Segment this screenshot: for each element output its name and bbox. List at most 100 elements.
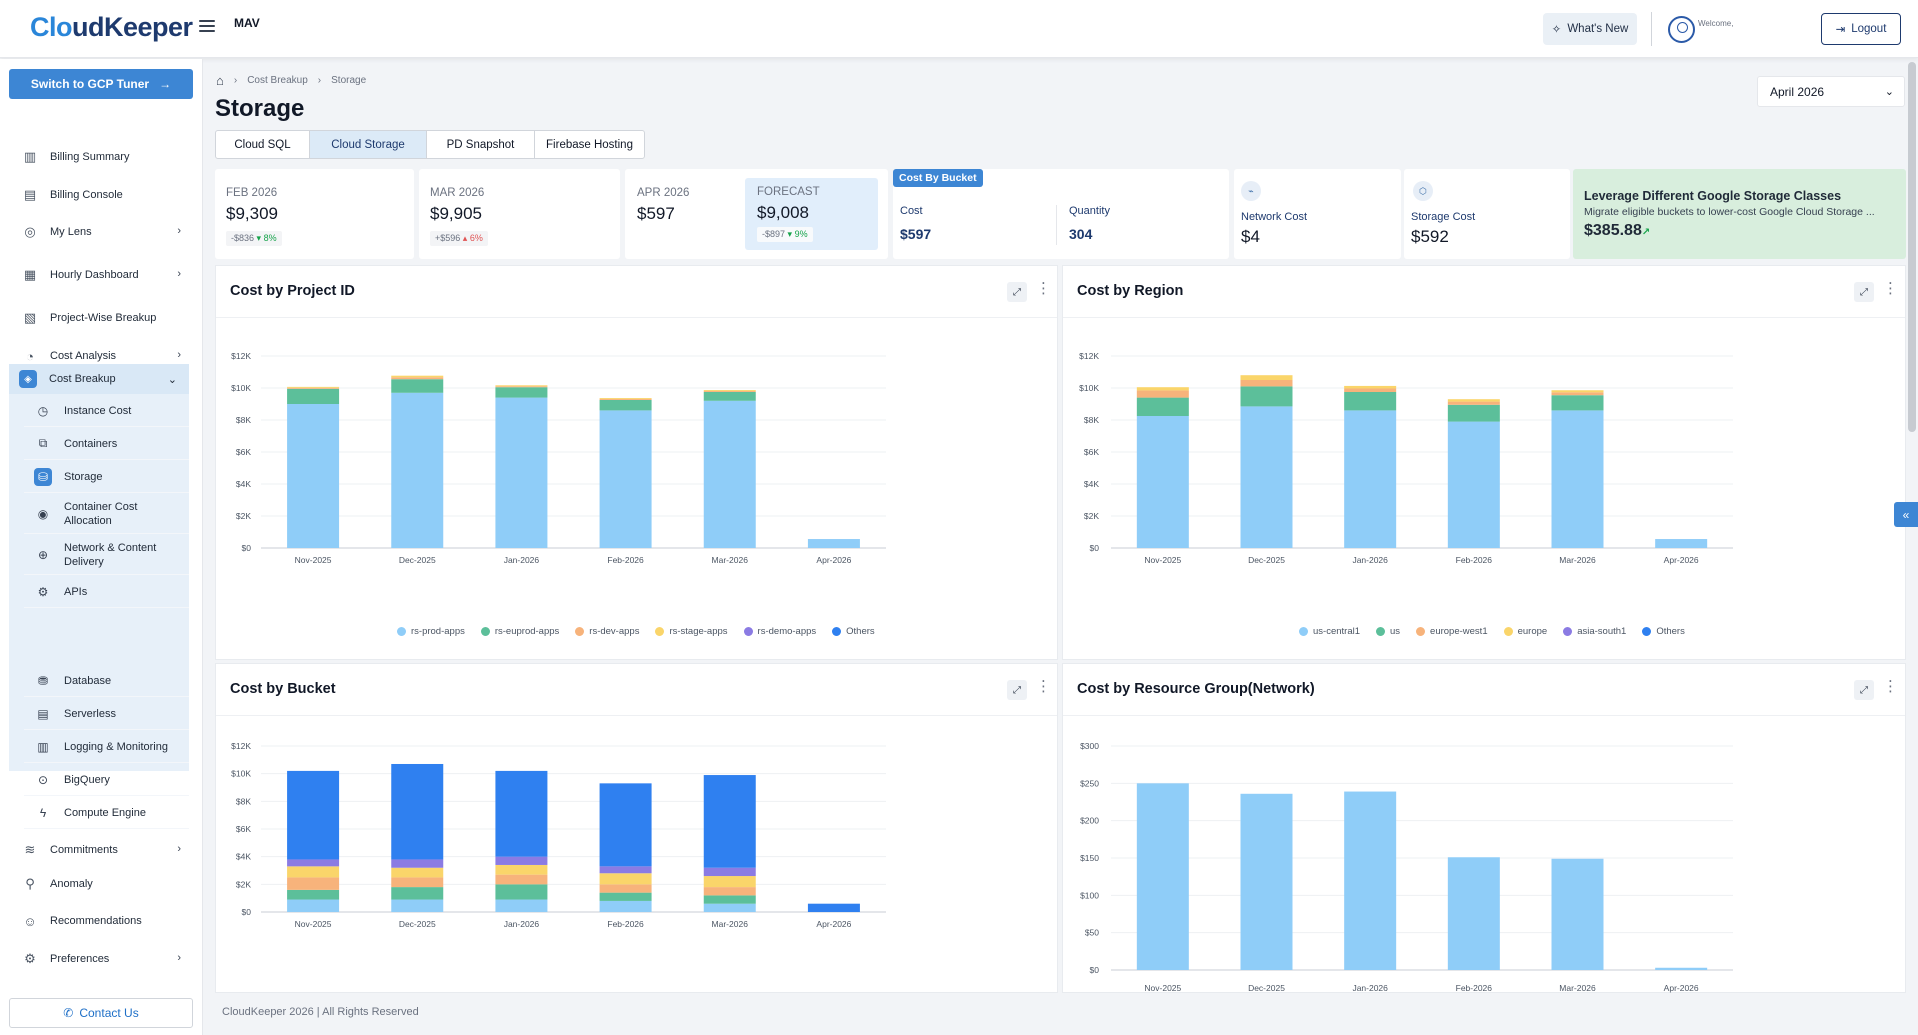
logout-button[interactable]: ⇥ Logout [1821, 13, 1901, 45]
sidebar-item-label: Preferences [50, 953, 110, 965]
legend-label: rs-stage-apps [669, 626, 728, 637]
legend-dot [575, 627, 585, 636]
sidebar-subitem-storage[interactable]: ⛁ Storage [24, 461, 189, 493]
legend-item[interactable]: us-central1 [1299, 626, 1360, 637]
sidebar-item-label: Serverless [64, 707, 116, 720]
arrow-up-icon: ▴ [462, 233, 468, 243]
service-tabs: Cloud SQL Cloud Storage PD Snapshot Fire… [215, 130, 645, 159]
bar-segment [703, 887, 756, 896]
sidebar-item-preferences[interactable]: ⚙ Preferences › [9, 944, 189, 974]
expand-icon[interactable]: ⤢ [1854, 282, 1874, 302]
sidebar-subitem-container-cost-allocation[interactable]: ◉ Container Cost Allocation [24, 494, 189, 534]
sidebar-item-cost-analysis[interactable]: ◔ Cost Analysis › [9, 341, 189, 371]
tab-cloud-storage[interactable]: Cloud Storage [310, 131, 427, 158]
bar-segment [703, 895, 756, 904]
bar-segment [495, 864, 548, 875]
user-avatar-icon[interactable] [1668, 16, 1695, 43]
bar-segment [1447, 401, 1500, 405]
expand-icon[interactable]: ⤢ [1007, 680, 1027, 700]
sidebar-item-label: Storage [64, 470, 103, 483]
bar-segment [1344, 791, 1397, 970]
sidebar-item-hourly-dashboard[interactable]: ▦ Hourly Dashboard › [9, 260, 189, 290]
chevron-down-icon: ⌄ [1884, 86, 1894, 98]
legend-item[interactable]: asia-south1 [1563, 626, 1626, 637]
y-tick-label: $0 [1090, 965, 1100, 975]
sidebar-subitem-bigquery[interactable]: ⊙ BigQuery [24, 764, 189, 796]
logo-text-suffix: udKeeper [72, 12, 193, 42]
storage-classes-recommendation-card[interactable]: Leverage Different Google Storage Classe… [1573, 169, 1906, 259]
bar-segment [1551, 392, 1604, 396]
menu-toggle-icon[interactable] [199, 20, 215, 34]
legend-item[interactable]: rs-stage-apps [655, 626, 728, 637]
switch-to-gcp-tuner-button[interactable]: Switch to GCP Tuner → [9, 69, 193, 99]
sidebar-subitem-network-content-delivery[interactable]: ⊕ Network & Content Delivery [24, 535, 189, 575]
bar-segment [287, 770, 340, 860]
legend-item[interactable]: us [1376, 626, 1400, 637]
tab-pd-snapshot[interactable]: PD Snapshot [427, 131, 535, 158]
legend-item[interactable]: rs-euprod-apps [480, 626, 559, 637]
gcp-button-label: Switch to GCP Tuner [30, 77, 150, 91]
sidebar-subitem-database[interactable]: ⛃ Database [24, 665, 189, 697]
scrollbar[interactable] [1908, 62, 1916, 432]
sidebar-item-my-lens[interactable]: ◎ My Lens › [9, 217, 189, 247]
sidebar-item-cost-breakup[interactable]: ◈ Cost Breakup ⌄ [9, 364, 189, 394]
tab-cloud-sql[interactable]: Cloud SQL [216, 131, 310, 158]
sidebar-subitem-logging-monitoring[interactable]: ▥ Logging & Monitoring [24, 731, 189, 763]
bar-segment [287, 387, 340, 389]
bar-segment [495, 856, 548, 865]
sidebar-subitem-serverless[interactable]: ▤ Serverless [24, 698, 189, 730]
legend-item[interactable]: europe [1503, 626, 1547, 637]
legend-item[interactable]: Others [1642, 626, 1685, 637]
y-tick-label: $10K [1079, 383, 1099, 393]
collapse-panel-icon[interactable]: « [1894, 502, 1918, 527]
legend-item[interactable]: rs-prod-apps [397, 626, 465, 637]
x-tick-label: Dec-2025 [399, 919, 436, 929]
more-options-icon[interactable]: ⋮ [1883, 678, 1898, 695]
x-tick-label: Dec-2025 [399, 555, 436, 565]
cloudkeeper-logo[interactable]: CloudKeeper [30, 12, 193, 43]
sidebar-item-anomaly[interactable]: ⚲ Anomaly [9, 869, 189, 899]
sidebar-item-project-wise-breakup[interactable]: ▧ Project-Wise Breakup [9, 303, 189, 333]
chevron-right-icon: › [177, 225, 181, 237]
sidebar-item-billing-summary[interactable]: ▥ Billing Summary [9, 142, 189, 172]
sidebar-subitem-instance-cost[interactable]: ◷ Instance Cost [24, 395, 189, 427]
bar-segment [599, 398, 652, 400]
legend-item[interactable]: Others [832, 626, 875, 637]
sidebar-item-commitments[interactable]: ≋ Commitments › [9, 835, 189, 865]
contact-us-button[interactable]: ✆ Contact Us [9, 998, 193, 1028]
y-tick-label: $2K [236, 511, 251, 521]
sidebar-subitem-containers[interactable]: ⧉ Containers [24, 428, 189, 460]
legend-item[interactable]: europe-west1 [1416, 626, 1488, 637]
more-options-icon[interactable]: ⋮ [1036, 280, 1051, 297]
home-icon[interactable]: ⌂ [216, 73, 224, 88]
y-tick-label: $12K [231, 351, 251, 361]
panel-title: Cost by Bucket [230, 681, 336, 697]
stat-delta: +$596 ▴ 6% [430, 231, 488, 246]
sidebar-subitem-apis[interactable]: ⚙ APIs [24, 576, 189, 608]
more-options-icon[interactable]: ⋮ [1036, 678, 1051, 695]
anomaly-icon: ⚲ [25, 876, 35, 891]
breadcrumb-cost-breakup[interactable]: Cost Breakup [247, 75, 308, 86]
sidebar-item-billing-console[interactable]: ▤ Billing Console [9, 180, 189, 210]
more-options-icon[interactable]: ⋮ [1883, 280, 1898, 297]
expand-icon[interactable]: ⤢ [1007, 282, 1027, 302]
legend-item[interactable]: rs-demo-apps [743, 626, 816, 637]
sidebar-item-label: Hourly Dashboard [50, 269, 139, 281]
sidebar-item-recommendations[interactable]: ☺ Recommendations [9, 906, 189, 936]
bar-segment [599, 399, 652, 400]
sidebar-subitem-compute-engine[interactable]: ϟ Compute Engine [24, 797, 189, 829]
chevron-right-icon: › [177, 843, 181, 855]
legend-dot [655, 627, 665, 636]
y-tick-label: $8K [236, 796, 251, 806]
legend-dot [480, 627, 490, 636]
legend-label: rs-prod-apps [411, 626, 465, 637]
tab-firebase-hosting[interactable]: Firebase Hosting [546, 138, 633, 151]
bar-segment [599, 900, 652, 912]
legend-label: Others [1656, 626, 1685, 637]
legend-item[interactable]: rs-dev-apps [575, 626, 639, 637]
expand-icon[interactable]: ⤢ [1854, 680, 1874, 700]
whats-new-button[interactable]: ✧ What's New [1543, 13, 1637, 45]
label-line-2: Delivery [64, 555, 104, 568]
bar-segment [599, 892, 652, 901]
month-select[interactable]: April 2026 ⌄ [1757, 76, 1905, 107]
